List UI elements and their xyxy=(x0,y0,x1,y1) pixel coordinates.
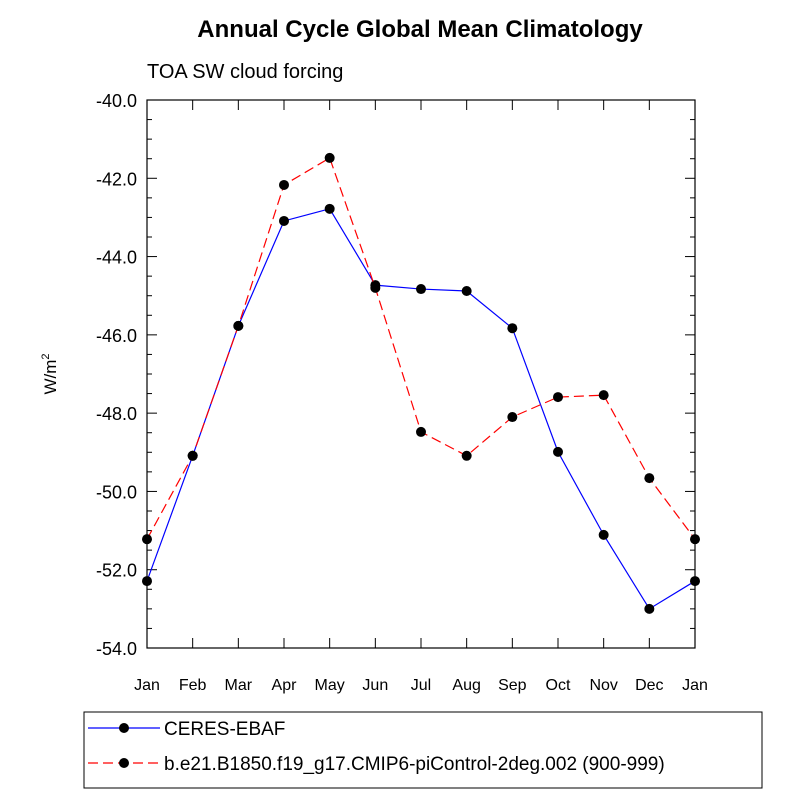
chart-title: Annual Cycle Global Mean Climatology xyxy=(197,16,643,43)
x-tick-label: Mar xyxy=(225,677,253,694)
data-point xyxy=(142,576,152,587)
legend: CERES-EBAF b.e21.B1850.f19_g17.CMIP6-piCo… xyxy=(88,719,665,775)
y-tick-label: -42.0 xyxy=(96,169,137,189)
data-point xyxy=(598,390,609,401)
data-point xyxy=(644,473,655,484)
chart-subtitle: TOA SW cloud forcing xyxy=(147,61,343,83)
axes: -40.0 -42.0 -44.0 -46.0 -48.0 -50.0 -52.0 -54.0… xyxy=(96,91,708,694)
data-point xyxy=(507,323,518,334)
x-tick-label: Nov xyxy=(589,677,617,694)
data-point xyxy=(553,446,563,457)
data-point xyxy=(233,320,244,331)
data-point xyxy=(279,215,289,226)
y-tick-label: -52.0 xyxy=(96,561,137,581)
y-axis-label-sup: 2 xyxy=(40,353,52,359)
data-point xyxy=(690,534,700,545)
x-tick-label: May xyxy=(315,677,345,694)
x-tick-label: Aug xyxy=(452,677,480,694)
y-tick-label: -48.0 xyxy=(96,404,137,424)
series-line-0 xyxy=(146,208,696,610)
data-point xyxy=(187,450,198,461)
data-point xyxy=(370,282,381,293)
x-tick-label: Jan xyxy=(682,677,708,694)
x-tick-label: Sep xyxy=(498,677,527,694)
y-axis-label-text: W/m xyxy=(41,360,60,395)
plot-frame xyxy=(146,99,696,649)
data-point xyxy=(279,179,289,190)
x-tick-label: Jul xyxy=(411,677,431,694)
x-tick-label: Dec xyxy=(635,677,663,694)
y-tick-label: -46.0 xyxy=(96,326,137,346)
data-point xyxy=(598,529,609,540)
legend-label: CERES-EBAF xyxy=(164,719,285,740)
series-group xyxy=(142,152,700,614)
data-point xyxy=(690,576,700,587)
legend-marker xyxy=(119,758,129,768)
legend-label: b.e21.B1850.f19_g17.CMIP6-piControl-2deg… xyxy=(164,754,665,775)
data-point xyxy=(324,152,335,163)
x-tick-label: Apr xyxy=(272,677,298,694)
legend-marker xyxy=(119,723,129,733)
data-point xyxy=(142,534,152,545)
legend-box xyxy=(83,711,763,789)
x-tick-label: Jan xyxy=(134,677,160,694)
data-point xyxy=(461,450,472,461)
y-axis-label: W/m2 xyxy=(40,353,60,394)
data-point xyxy=(324,203,335,214)
x-tick-label: Oct xyxy=(546,677,571,694)
y-tick-label: -44.0 xyxy=(96,248,137,268)
x-tick-label: Feb xyxy=(179,677,207,694)
x-tick-label: Jun xyxy=(362,677,388,694)
data-point xyxy=(553,392,563,403)
y-tick-label: -54.0 xyxy=(96,639,137,659)
series-line-1 xyxy=(146,157,696,540)
data-point xyxy=(416,426,426,437)
data-point xyxy=(644,603,655,614)
data-point xyxy=(461,286,472,297)
data-point xyxy=(416,284,426,295)
y-tick-label: -50.0 xyxy=(96,482,137,502)
y-tick-label: -40.0 xyxy=(96,91,137,111)
data-point xyxy=(507,412,518,423)
